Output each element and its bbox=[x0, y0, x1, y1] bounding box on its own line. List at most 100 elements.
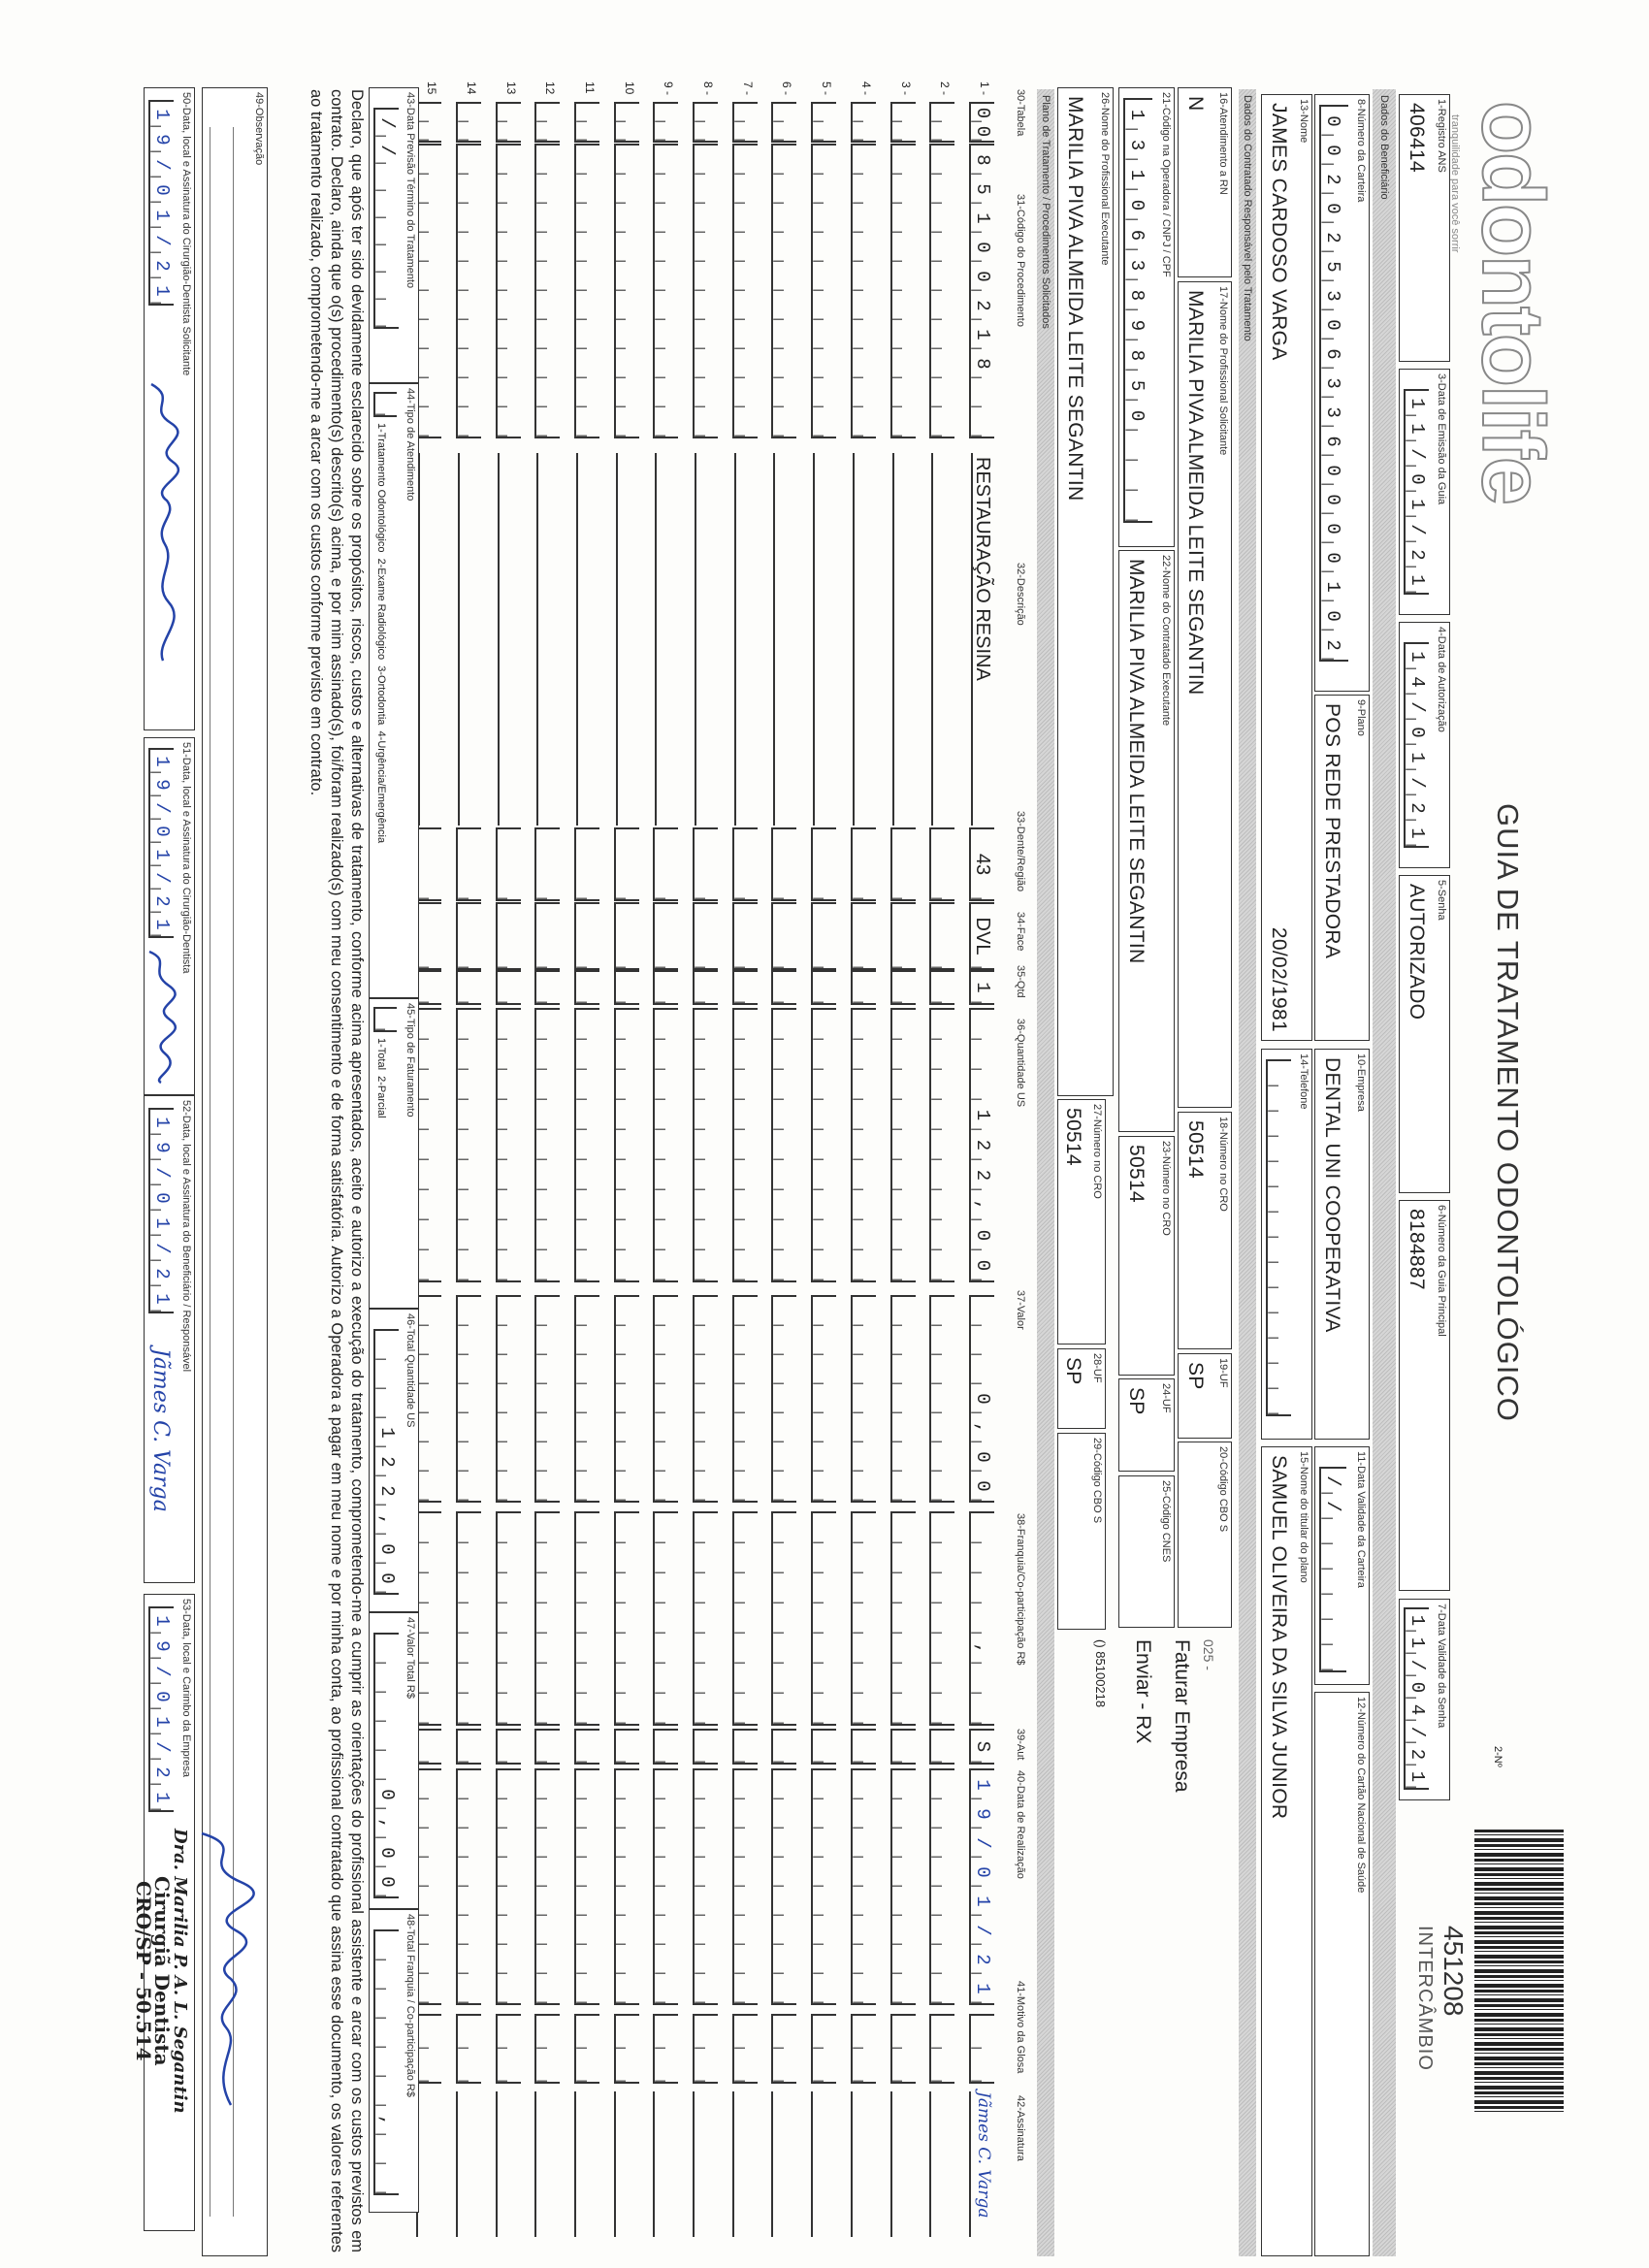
cell-assinatura[interactable] bbox=[693, 2091, 719, 2237]
cell-dente[interactable] bbox=[811, 827, 837, 901]
cell-assinatura[interactable] bbox=[850, 2091, 876, 2237]
cell-glosa[interactable] bbox=[731, 2014, 758, 2084]
cell-us[interactable] bbox=[731, 1008, 758, 1282]
cell-glosa[interactable] bbox=[534, 2014, 561, 2084]
cell-data[interactable] bbox=[495, 1768, 521, 2005]
cell-us[interactable] bbox=[416, 1008, 442, 1282]
cell-franquia[interactable] bbox=[811, 1511, 837, 1726]
cell-face[interactable] bbox=[850, 902, 876, 970]
cell-glosa[interactable] bbox=[889, 2014, 916, 2084]
cell-face[interactable] bbox=[495, 902, 521, 970]
cell-valor[interactable] bbox=[889, 1295, 916, 1503]
cell-franquia[interactable] bbox=[850, 1511, 876, 1726]
cell-codigo[interactable] bbox=[613, 144, 639, 438]
cell-assinatura[interactable]: Jãmes C. Varga bbox=[969, 2091, 994, 2237]
cell-data[interactable] bbox=[613, 1768, 639, 2005]
cell-franquia[interactable]: , bbox=[969, 1511, 994, 1726]
cell-assinatura[interactable] bbox=[495, 2091, 521, 2237]
cell-franquia[interactable] bbox=[731, 1511, 758, 1726]
cell-valor[interactable] bbox=[811, 1295, 837, 1503]
cell-face[interactable]: DVL bbox=[969, 902, 994, 970]
cell-data[interactable] bbox=[574, 1768, 599, 2005]
cell-descricao[interactable] bbox=[773, 453, 797, 826]
cell-tabela[interactable] bbox=[889, 102, 916, 143]
cell-data[interactable] bbox=[850, 1768, 876, 2005]
cell-qtd[interactable] bbox=[455, 970, 481, 1005]
cell-tabela[interactable] bbox=[416, 102, 442, 143]
cell-aut[interactable] bbox=[534, 1729, 561, 1765]
cell-tabela[interactable] bbox=[929, 102, 955, 143]
cell-codigo[interactable] bbox=[693, 144, 719, 438]
cell-descricao[interactable] bbox=[695, 453, 719, 826]
cell-codigo[interactable] bbox=[811, 144, 837, 438]
cell-us[interactable] bbox=[850, 1008, 876, 1282]
cell-face[interactable] bbox=[889, 902, 916, 970]
cell-glosa[interactable] bbox=[653, 2014, 679, 2084]
cell-us[interactable] bbox=[534, 1008, 561, 1282]
cell-us[interactable] bbox=[771, 1008, 797, 1282]
cell-qtd[interactable] bbox=[731, 970, 758, 1005]
cell-dente[interactable] bbox=[771, 827, 797, 901]
cell-dente[interactable]: 43 bbox=[969, 827, 994, 901]
cell-us[interactable] bbox=[574, 1008, 599, 1282]
cell-aut[interactable] bbox=[495, 1729, 521, 1765]
cell-descricao[interactable] bbox=[655, 453, 679, 826]
cell-descricao[interactable] bbox=[418, 453, 442, 826]
cell-tabela[interactable] bbox=[693, 102, 719, 143]
cell-dente[interactable] bbox=[534, 827, 561, 901]
cell-valor[interactable] bbox=[731, 1295, 758, 1503]
cell-us[interactable]: 122,00 bbox=[969, 1008, 994, 1290]
cell-franquia[interactable] bbox=[693, 1511, 719, 1726]
cell-valor[interactable] bbox=[574, 1295, 599, 1503]
cell-aut[interactable] bbox=[613, 1729, 639, 1765]
cell-glosa[interactable] bbox=[613, 2014, 639, 2084]
cell-data[interactable] bbox=[534, 1768, 561, 2005]
cell-franquia[interactable] bbox=[534, 1511, 561, 1726]
cell-franquia[interactable] bbox=[495, 1511, 521, 1726]
cell-aut[interactable] bbox=[771, 1729, 797, 1765]
cell-aut[interactable] bbox=[653, 1729, 679, 1765]
cell-qtd[interactable] bbox=[574, 970, 599, 1005]
cell-data[interactable] bbox=[455, 1768, 481, 2005]
cell-assinatura[interactable] bbox=[811, 2091, 837, 2237]
cell-qtd[interactable] bbox=[653, 970, 679, 1005]
cell-face[interactable] bbox=[731, 902, 758, 970]
cell-qtd[interactable] bbox=[929, 970, 955, 1005]
cell-us[interactable] bbox=[455, 1008, 481, 1282]
cell-franquia[interactable] bbox=[574, 1511, 599, 1726]
cell-assinatura[interactable] bbox=[574, 2091, 599, 2237]
cell-tabela[interactable] bbox=[574, 102, 599, 143]
cell-data[interactable] bbox=[889, 1768, 916, 2005]
cell-glosa[interactable] bbox=[693, 2014, 719, 2084]
cell-codigo[interactable] bbox=[534, 144, 561, 438]
cell-face[interactable] bbox=[929, 902, 955, 970]
cell-codigo[interactable] bbox=[574, 144, 599, 438]
cell-descricao[interactable] bbox=[931, 453, 955, 826]
cell-codigo[interactable] bbox=[416, 144, 442, 438]
cell-us[interactable] bbox=[495, 1008, 521, 1282]
cell-dente[interactable] bbox=[455, 827, 481, 901]
cell-valor[interactable] bbox=[771, 1295, 797, 1503]
cell-qtd[interactable] bbox=[850, 970, 876, 1005]
cell-valor[interactable] bbox=[693, 1295, 719, 1503]
cell-qtd[interactable]: 1 bbox=[969, 970, 994, 1013]
cell-face[interactable] bbox=[416, 902, 442, 970]
cell-qtd[interactable] bbox=[613, 970, 639, 1005]
cell-glosa[interactable] bbox=[969, 2014, 994, 2084]
cell-descricao[interactable] bbox=[733, 453, 758, 826]
cell-codigo[interactable] bbox=[850, 144, 876, 438]
cell-aut[interactable]: S bbox=[969, 1729, 994, 1773]
cell-descricao[interactable] bbox=[497, 453, 521, 826]
cell-valor[interactable] bbox=[455, 1295, 481, 1503]
cell-qtd[interactable] bbox=[416, 970, 442, 1005]
cell-data[interactable] bbox=[929, 1768, 955, 2005]
cell-dente[interactable] bbox=[495, 827, 521, 901]
cell-tabela[interactable] bbox=[731, 102, 758, 143]
cell-codigo[interactable] bbox=[889, 144, 916, 438]
cell-data[interactable] bbox=[693, 1768, 719, 2005]
cell-face[interactable] bbox=[574, 902, 599, 970]
cell-tabela[interactable] bbox=[811, 102, 837, 143]
cell-data[interactable]: 19/01/21 bbox=[969, 1768, 994, 2012]
option-box[interactable] bbox=[373, 1007, 397, 1032]
cell-assinatura[interactable] bbox=[653, 2091, 679, 2237]
